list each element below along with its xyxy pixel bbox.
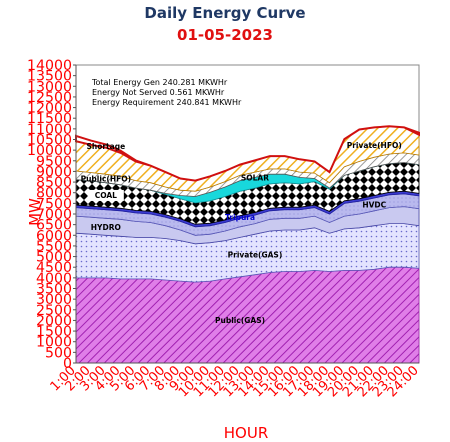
y-tick-label: 8000 [36,186,72,202]
y-tick-label: 11500 [27,111,72,127]
y-tick-label: 8500 [36,175,72,191]
series-label-public-gas: Public(GAS) [215,316,265,325]
y-tick-label: 14000 [27,58,72,74]
y-tick-label: 4500 [36,260,72,276]
y-tick-label: 13000 [27,79,72,95]
y-tick-label: 3500 [36,282,72,298]
y-tick-label: 13500 [27,69,72,85]
y-tick-label: 4000 [36,271,72,287]
series-label-solar: SOLAR [241,173,269,182]
y-tick-label: 9500 [36,154,72,170]
series-area-shortage [75,125,420,182]
annotation-total-gen: Total Energy Gen 240.281 MKWHr [91,78,228,87]
y-tick-label: 6500 [36,218,72,234]
y-tick-label: 3000 [36,292,72,308]
series-labels: Public(GAS) Private(GAS) HYDRO HVDC Tripura C… [81,141,402,325]
series-label-coal: COAL [95,191,117,200]
series-label-public-hfo: Public(HFO) [81,174,131,183]
y-tick-label: 6000 [36,228,72,244]
y-tick-label: 1500 [36,324,72,340]
y-tick-label: 7500 [36,196,72,212]
series-label-tripura: Tripura [225,213,255,222]
y-tick-label: 9000 [36,164,72,180]
y-tick-label: 1000 [36,335,72,351]
x-axis-label: HOUR [224,424,269,442]
y-axis: 0500100015002000250030003500400045005000… [27,58,77,372]
series-label-private-gas: Private(GAS) [228,250,283,259]
y-tick-label: 10000 [27,143,72,159]
series-label-shortage: Shortage [86,142,125,151]
series-label-hydro: HYDRO [91,223,121,232]
annotation-requirement: Energy Requirement 240.841 MKWHr [92,98,242,107]
series-label-hvdc: HVDC [362,200,386,209]
y-tick-label: 7000 [36,207,72,223]
y-tick-label: 12500 [27,90,72,106]
y-tick-label: 2000 [36,313,72,329]
y-tick-label: 5000 [36,250,72,266]
y-tick-label: 5500 [36,239,72,255]
y-tick-label: 11000 [27,122,72,138]
y-tick-label: 10500 [27,133,72,149]
series-label-bg [87,189,124,201]
series-label-private-hfo: Private(HFO) [347,141,402,150]
chart-title: Daily Energy Curve [144,4,306,22]
series-areas [75,125,420,364]
y-tick-label: 2500 [36,303,72,319]
annotation-box: Total Energy Gen 240.281 MKWHr Energy No… [87,73,287,111]
y-axis-label: MW [26,198,44,226]
annotation-not-served: Energy Not Served 0.561 MKWHr [92,88,225,97]
x-axis: 1:002:003:004:005:006:007:008:009:0010:0… [48,362,422,400]
y-tick-label: 0 [63,356,72,372]
chart-date-subtitle: 01-05-2023 [177,26,273,44]
y-tick-label: 12000 [27,101,72,117]
y-tick-label: 500 [45,345,72,361]
